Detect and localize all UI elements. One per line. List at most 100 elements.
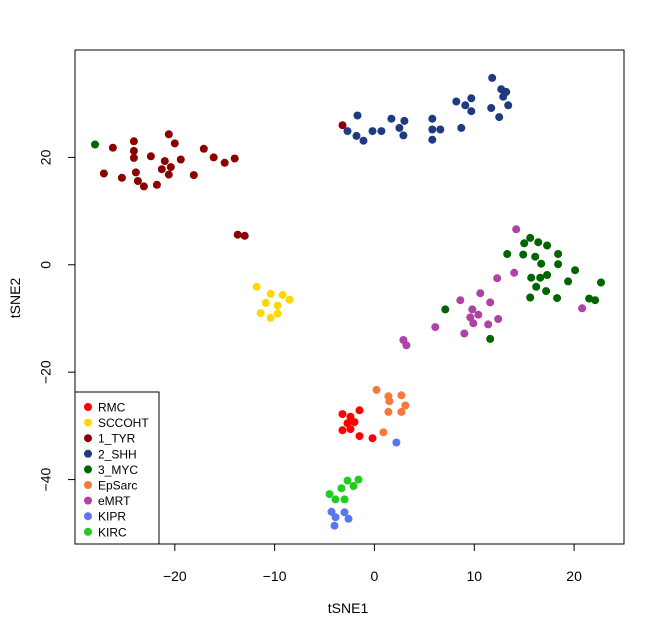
point-2-shh-3 [359, 136, 368, 145]
point-sccoht-1 [266, 289, 275, 298]
point-sccoht-4 [261, 298, 270, 307]
point-emrt-1 [493, 274, 502, 283]
legend-marker-3-myc [84, 465, 92, 474]
point-1-tyr-4 [129, 146, 138, 155]
point-1-tyr-18 [99, 169, 108, 178]
legend-marker-emrt [84, 496, 92, 505]
point-2-shh-12 [436, 125, 445, 134]
legend-marker-2-shh [84, 449, 92, 458]
point-emrt-12 [460, 329, 469, 338]
point-kirc-3 [343, 476, 352, 485]
point-kirc-6 [340, 495, 349, 504]
legend-label-2-shh: 2_SHH [98, 447, 137, 461]
point-3-myc-14 [527, 273, 536, 282]
point-epsarc-3 [385, 397, 394, 406]
point-emrt-9 [466, 313, 475, 322]
point-2-shh-9 [399, 131, 408, 140]
x-tick-label: −20 [163, 568, 187, 584]
point-3-myc-13 [536, 273, 545, 282]
point-emrt-11 [484, 320, 493, 329]
point-emrt-6 [468, 305, 477, 314]
point-2-shh-22 [499, 92, 508, 101]
point-2-shh-13 [428, 135, 437, 144]
point-rmc-4 [350, 418, 359, 427]
point-2-shh-10 [428, 114, 437, 123]
point-3-myc-22 [597, 278, 605, 287]
point-3-myc-1 [503, 250, 512, 258]
point-sccoht-3 [285, 295, 294, 304]
point-rmc-0 [338, 410, 347, 419]
y-tick-label: 0 [38, 261, 54, 269]
point-rmc-3 [343, 419, 352, 428]
point-emrt-2 [510, 268, 519, 277]
point-1-tyr-17 [189, 171, 198, 180]
point-epsarc-7 [379, 428, 388, 437]
point-3-myc-6 [554, 250, 563, 258]
point-kirc-2 [337, 484, 346, 493]
legend-label-rmc: RMC [98, 401, 126, 415]
legend-marker-rmc [84, 403, 92, 411]
point-emrt-4 [486, 298, 495, 307]
point-3-myc-12 [543, 271, 552, 279]
point-1-tyr-24 [240, 231, 249, 240]
point-rmc-6 [346, 425, 355, 434]
y-tick-label: −40 [38, 467, 54, 491]
point-3-myc-11 [571, 266, 580, 275]
point-emrt-7 [474, 310, 483, 319]
point-1-tyr-11 [220, 158, 229, 167]
point-1-tyr-8 [176, 155, 185, 164]
x-tick-label: 0 [371, 568, 379, 584]
legend-marker-kirc [84, 527, 92, 536]
y-axis-title: tSNE2 [7, 278, 23, 319]
point-1-tyr-7 [160, 157, 169, 166]
point-1-tyr-14 [157, 165, 166, 174]
point-3-myc-7 [519, 250, 528, 259]
x-axis-title: tSNE1 [328, 600, 369, 616]
x-axis: −20 −10 0 10 20 [163, 544, 582, 584]
point-1-tyr-15 [131, 168, 140, 177]
point-1-tyr-21 [139, 182, 148, 191]
point-3-myc-3 [526, 233, 535, 242]
point-2-shh-24 [504, 101, 513, 110]
point-3-myc-4 [534, 238, 543, 247]
point-rmc-8 [368, 434, 377, 443]
legend-label-kirc: KIRC [98, 525, 127, 539]
point-2-shh-19 [488, 73, 497, 82]
point-1-tyr-12 [230, 154, 239, 163]
point-epsarc-4 [401, 401, 410, 410]
legend-label-emrt: eMRT [98, 494, 131, 508]
point-3-myc-23 [441, 305, 450, 314]
legend-marker-1-tyr [84, 434, 92, 443]
point-kipr-2 [331, 513, 340, 522]
point-1-tyr-25 [338, 121, 347, 130]
point-3-myc-19 [553, 294, 562, 303]
point-1-tyr-3 [170, 139, 179, 148]
point-3-myc-17 [542, 287, 551, 296]
point-emrt-10 [469, 319, 478, 328]
point-1-tyr-5 [146, 152, 155, 161]
point-3-myc-10 [554, 260, 563, 269]
point-1-tyr-16 [164, 170, 173, 179]
point-epsarc-2 [397, 391, 406, 400]
point-1-tyr-23 [233, 230, 242, 239]
point-rmc-7 [355, 432, 364, 441]
point-3-myc-5 [543, 241, 552, 250]
point-3-myc-21 [591, 296, 600, 305]
point-sccoht-2 [278, 290, 287, 299]
point-3-myc-16 [532, 282, 541, 291]
point-2-shh-4 [368, 127, 377, 136]
point-emrt-13 [431, 323, 440, 332]
point-sccoht-5 [273, 301, 282, 310]
point-2-shh-2 [352, 131, 361, 140]
point-kirc-4 [354, 475, 363, 484]
point-sccoht-6 [256, 309, 265, 318]
point-kirc-5 [349, 482, 358, 490]
point-emrt-15 [402, 341, 411, 350]
point-1-tyr-9 [199, 144, 208, 153]
point-1-tyr-13 [166, 163, 175, 172]
point-1-tyr-10 [209, 153, 218, 162]
point-epsarc-6 [384, 407, 393, 416]
legend-label-3-myc: 3_MYC [98, 463, 138, 477]
point-kipr-3 [330, 521, 339, 530]
